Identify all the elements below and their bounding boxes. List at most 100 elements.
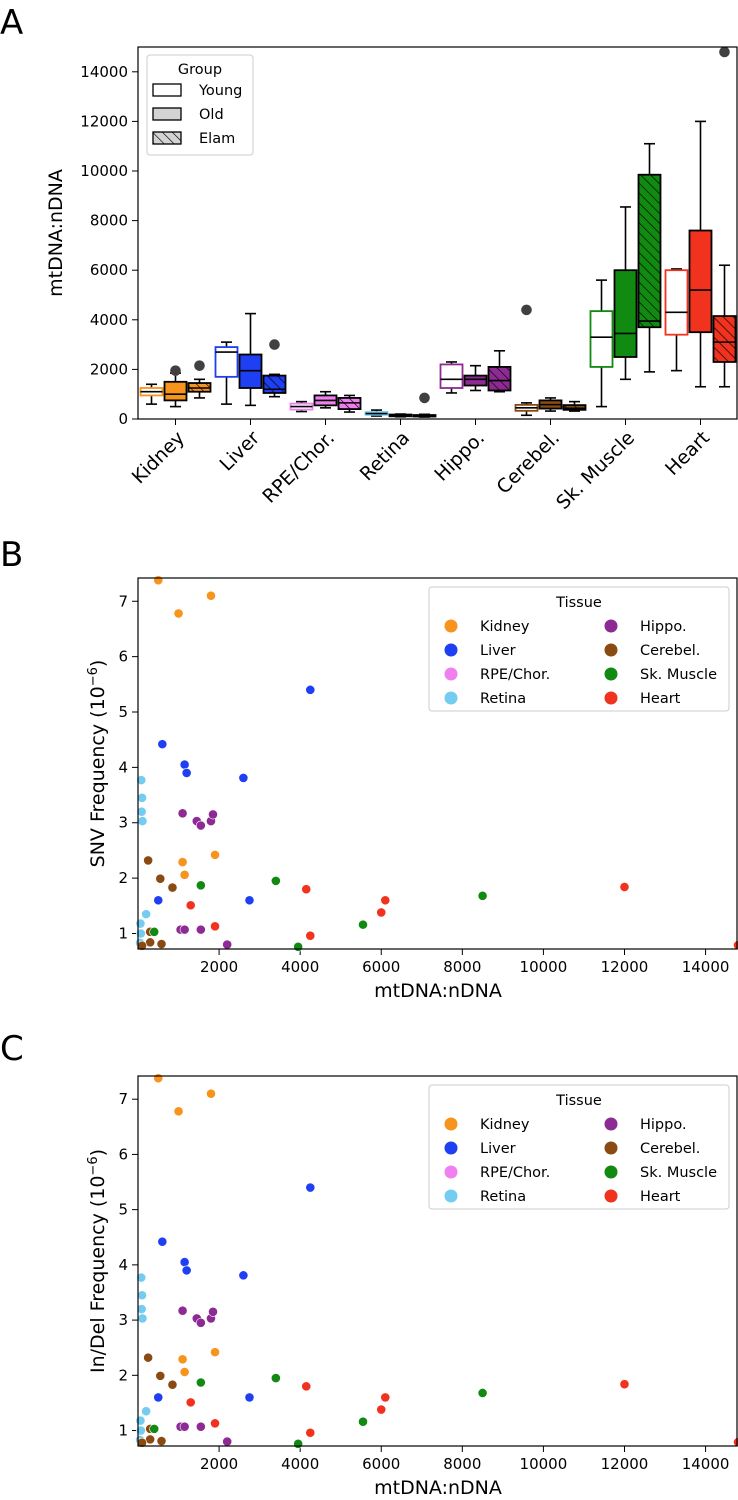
box-elam-hippo- — [487, 349, 512, 393]
data-point — [238, 1270, 249, 1281]
series-sk-muscle — [149, 875, 488, 952]
data-point — [179, 1257, 190, 1268]
data-point — [179, 1421, 190, 1432]
box-old-rpe-chor- — [313, 390, 338, 409]
outlier-point — [170, 365, 181, 376]
x-tick-label: 10000 — [520, 958, 568, 976]
legend-label: Young — [198, 83, 242, 99]
legend-entry-cerebel-: Cerebel. — [604, 1141, 700, 1157]
data-point — [195, 820, 206, 831]
series-kidney — [153, 575, 220, 880]
data-point — [153, 1073, 164, 1084]
legend-marker — [604, 1141, 618, 1155]
x-tick-label: 8000 — [443, 1455, 481, 1473]
data-point — [619, 1379, 630, 1390]
box-young-liver — [214, 341, 239, 405]
box-elam-cerebel- — [562, 400, 587, 412]
outlier-point — [269, 339, 280, 350]
legend-entry-hippo-: Hippo. — [604, 1117, 687, 1133]
legend-label: Hippo. — [640, 1117, 687, 1133]
data-point — [380, 895, 391, 906]
x-tick-label: Cerebel. — [493, 427, 564, 498]
legend-marker — [444, 619, 458, 633]
box-body — [463, 374, 488, 387]
legend-entry-kidney: Kidney — [444, 619, 530, 635]
data-point — [238, 772, 249, 783]
y-tick-label: 7 — [118, 1090, 128, 1108]
legend-entry-rpe-chor-: RPE/Chor. — [444, 667, 550, 683]
data-point — [149, 1423, 160, 1434]
legend-marker — [444, 643, 458, 657]
y-tick-label: 4 — [118, 1256, 128, 1274]
y-tick-label: 10000 — [80, 162, 128, 180]
legend-entry-liver: Liver — [444, 1141, 516, 1157]
data-point — [143, 1352, 154, 1363]
y-tick-label: 1 — [118, 1422, 128, 1440]
series-liver — [153, 1182, 316, 1403]
legend-title: Group — [178, 62, 222, 78]
series-kidney — [153, 1073, 220, 1377]
data-point — [136, 775, 147, 786]
data-point — [270, 875, 281, 886]
data-point — [222, 939, 233, 950]
y-tick-label: 3 — [118, 1311, 128, 1329]
x-tick-label: RPE/Chor. — [258, 427, 339, 508]
legend-label: Heart — [640, 1189, 681, 1205]
data-point — [477, 1388, 488, 1398]
data-point — [156, 939, 167, 949]
legend-label: RPE/Chor. — [480, 667, 550, 683]
legend-label: Retina — [480, 1189, 526, 1205]
outlier-point — [719, 46, 730, 58]
legend-label: Cerebel. — [640, 643, 700, 659]
legend-marker — [444, 691, 458, 705]
y-tick-label: 14000 — [80, 63, 128, 81]
box-old-heart — [688, 120, 713, 388]
series-hippo- — [175, 1305, 233, 1447]
data-point — [477, 890, 488, 901]
legend-marker — [604, 1165, 618, 1179]
legend-entry-liver: Liver — [444, 643, 516, 659]
legend-marker — [444, 1141, 458, 1155]
legend-title: Tissue — [555, 595, 602, 611]
legend: Group Young Old Elam — [146, 54, 254, 156]
x-tick-label: 10000 — [520, 1455, 568, 1473]
panel-b-letter: B — [0, 535, 23, 575]
y-tick-label: 6 — [118, 648, 128, 666]
legend-label: Liver — [480, 643, 516, 659]
box-hatch — [713, 316, 736, 362]
y-tick-label: 2 — [118, 1366, 128, 1384]
data-point — [210, 921, 220, 932]
box-young-heart — [664, 268, 689, 372]
data-point — [143, 855, 154, 866]
legend-label: Heart — [640, 691, 681, 707]
data-point — [210, 849, 220, 860]
series-heart — [185, 882, 738, 951]
legend: Tissue Kidney Hippo. Liver Cerebel. RPE/Chor.… — [428, 1084, 730, 1210]
y-tick-label: 5 — [118, 1201, 128, 1219]
data-point — [179, 924, 190, 935]
box-body — [613, 269, 638, 358]
data-point — [195, 1377, 206, 1388]
legend-label: Cerebel. — [640, 1141, 700, 1157]
legend-entry-retina: Retina — [444, 691, 526, 707]
legend-marker — [444, 1117, 458, 1131]
y-tick-label: 4 — [118, 758, 128, 776]
outlier-point — [194, 360, 205, 371]
data-point — [185, 1397, 196, 1408]
x-tick-label: Kidney — [128, 427, 189, 488]
legend-entry-heart: Heart — [604, 691, 681, 707]
x-tick-label: 8000 — [443, 958, 481, 976]
data-point — [157, 1236, 168, 1247]
data-point — [167, 882, 178, 893]
y-tick-label: 5 — [118, 703, 128, 721]
data-point — [305, 1182, 316, 1193]
panel-c-scatter: 2000 4000 6000 8000 10000 12000 14000 1 2 3 4 5 6 7 mt… — [86, 1073, 738, 1499]
legend-label: Sk. Muscle — [640, 1165, 717, 1181]
legend-entry-cerebel-: Cerebel. — [604, 643, 700, 659]
legend-label: Retina — [480, 691, 526, 707]
data-point — [155, 1370, 166, 1381]
data-point — [195, 924, 206, 935]
box-body — [589, 310, 614, 368]
legend-marker — [604, 1189, 618, 1203]
